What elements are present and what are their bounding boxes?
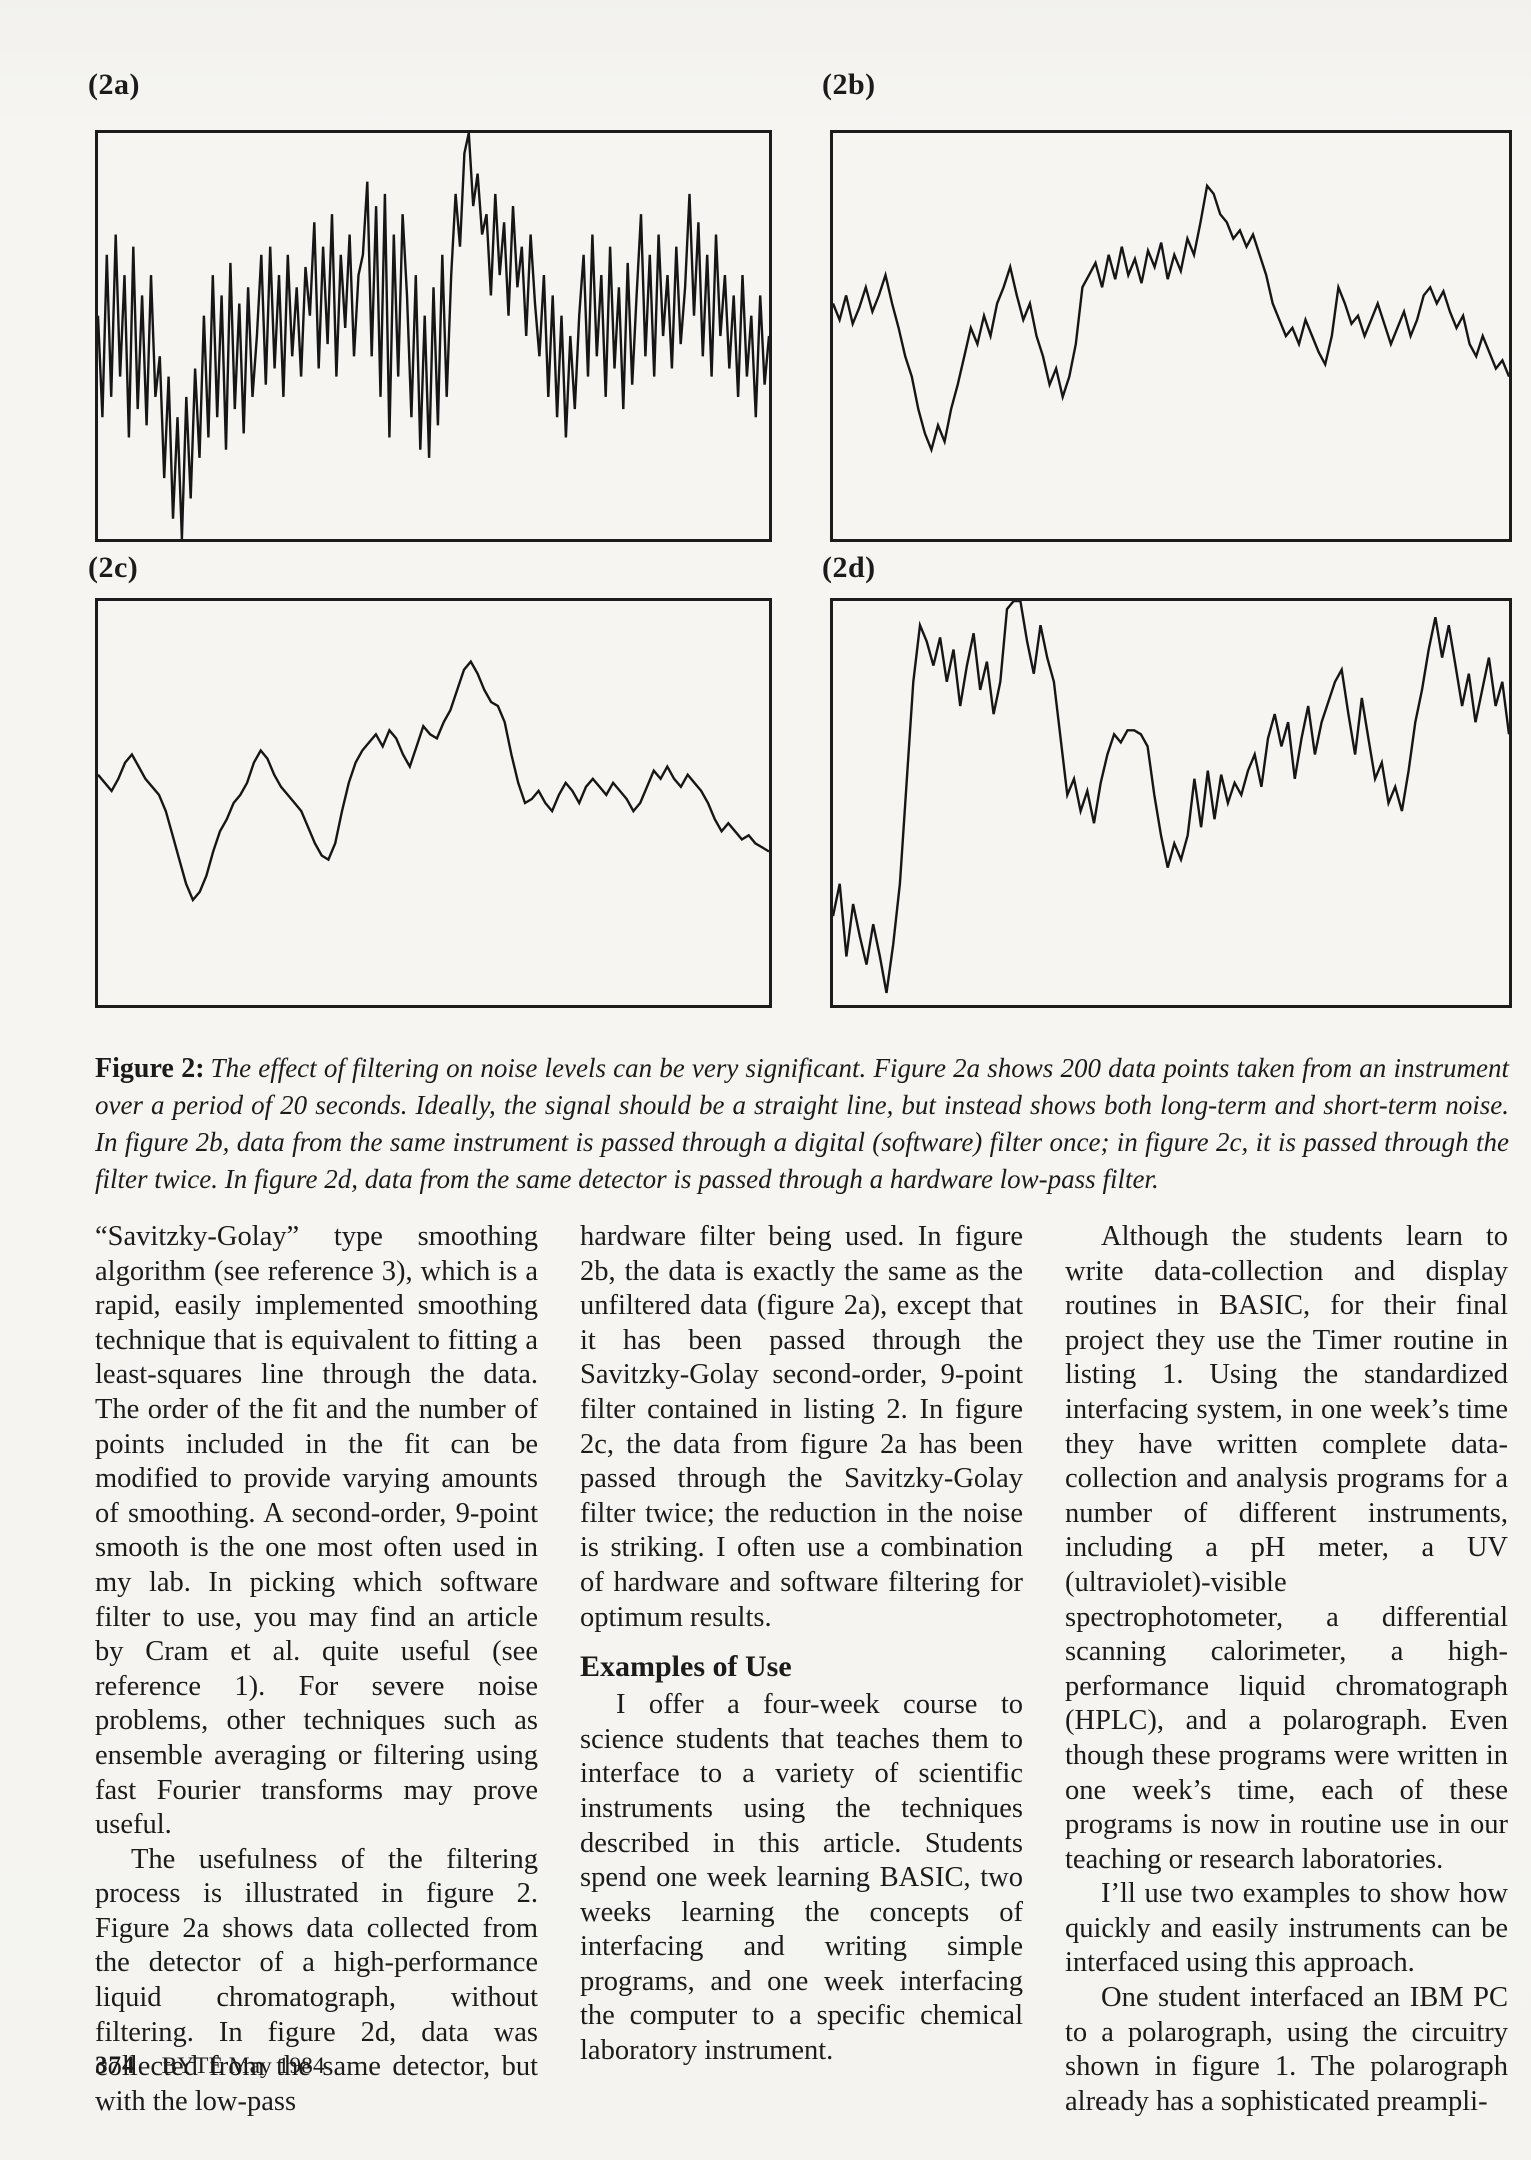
body-column-2: hardware filter being used. In figure 2b… — [580, 1220, 1023, 2119]
body-paragraph: I’ll use two examples to show how quickl… — [1065, 1878, 1508, 1979]
noise-trace-line-2b — [833, 183, 1509, 454]
body-paragraph: One student interfaced an IBM PC to a po… — [1065, 1982, 1508, 2117]
body-column-1: “Savitzky-Golay” type smoothing algorith… — [95, 1220, 538, 2119]
body-paragraph: I offer a four-week course to science st… — [580, 1689, 1023, 2067]
chart-panel-2c — [95, 598, 772, 1008]
figure-caption-text: The effect of filtering on noise levels … — [95, 1053, 1509, 1194]
body-paragraph: hardware filter being used. In figure 2b… — [580, 1221, 1023, 1633]
chart-label-2a: (2a) — [88, 68, 140, 101]
noise-trace-2a — [98, 133, 769, 539]
figure-caption: Figure 2: The effect of filtering on nois… — [95, 1050, 1509, 1198]
figure-caption-lead: Figure 2: — [95, 1053, 205, 1084]
noise-trace-2b — [833, 183, 1509, 454]
chart-panel-2d — [830, 598, 1512, 1008]
noise-trace-2c — [98, 659, 769, 903]
page-footer: 374 BYTE May 1984 — [95, 2052, 325, 2080]
body-columns: “Savitzky-Golay” type smoothing algorith… — [95, 1220, 1509, 2119]
noise-trace-2d — [833, 601, 1509, 994]
body-paragraph: Although the students learn to write dat… — [1065, 1221, 1508, 1875]
chart-label-2b: (2b) — [822, 68, 876, 101]
noise-trace-line-2a — [98, 133, 769, 539]
chart-label-2d: (2d) — [822, 551, 876, 584]
body-paragraph: “Savitzky-Golay” type smoothing algorith… — [95, 1221, 538, 1841]
section-heading: Examples of Use — [580, 1650, 792, 1684]
noise-trace-line-2c — [98, 659, 769, 903]
magazine-name-date: BYTE May 1984 — [161, 2053, 325, 2079]
page-number: 374 — [95, 2052, 136, 2079]
body-column-3: Although the students learn to write dat… — [1065, 1220, 1508, 2119]
chart-panel-2b — [830, 130, 1512, 542]
chart-label-2c: (2c) — [88, 551, 139, 584]
chart-panel-2a — [95, 130, 772, 542]
body-paragraph: The usefulness of the filtering process … — [95, 1843, 538, 2117]
noise-trace-line-2d — [833, 601, 1509, 994]
